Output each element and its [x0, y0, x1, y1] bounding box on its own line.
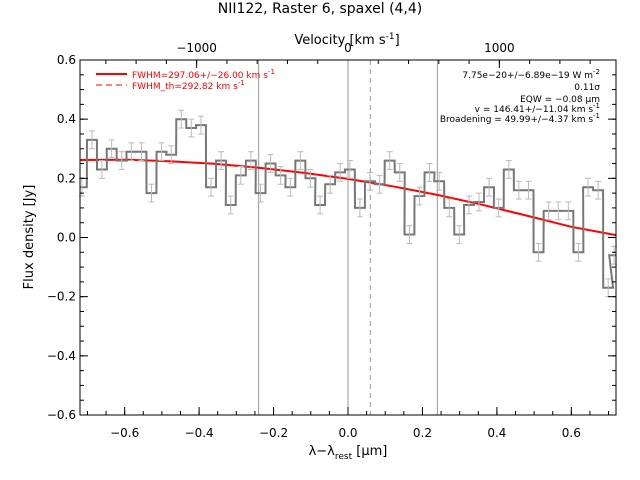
top-tick-label: −1000	[176, 41, 217, 55]
y-tick-label: −0.2	[47, 290, 76, 304]
x-tick-label: 0.0	[338, 426, 357, 440]
y-tick-label: −0.4	[47, 349, 76, 363]
top-tick-label: 1000	[484, 41, 515, 55]
annotation-flux: 7.75e−20+/−6.89e−19 W m-2	[462, 68, 600, 81]
top-tick-label: 0	[344, 41, 352, 55]
y-tick-label: 0.2	[57, 171, 76, 185]
annotation-sigma: 0.11σ	[574, 83, 600, 93]
x-tick-label: −0.4	[185, 426, 214, 440]
x-tick-label: 0.2	[413, 426, 432, 440]
annotation-eqw: EQW = −0.08 μm	[520, 95, 600, 105]
legend: FWHM=297.06+/−26.00 km s-1 FWHM_th=292.8…	[96, 68, 275, 92]
x-tick-label: −0.2	[259, 426, 288, 440]
y-tick-label: 0.0	[57, 231, 76, 245]
y-axis-label: Flux density [Jy]	[22, 185, 37, 290]
x-tick-label: −0.6	[110, 426, 139, 440]
chart-title: NII122, Raster 6, spaxel (4,4)	[218, 1, 423, 17]
x-axis-ticks: −0.6 −0.4 −0.2 0.0 0.2 0.4 0.6	[87, 407, 608, 440]
y-tick-label: 0.4	[57, 112, 76, 126]
spectrum-chart: NII122, Raster 6, spaxel (4,4) Velocity …	[0, 0, 640, 480]
vertical-reference-lines	[259, 60, 438, 415]
y-tick-label: 0.6	[57, 53, 76, 67]
annotations: 7.75e−20+/−6.89e−19 W m-2 0.11σ EQW = −0…	[440, 68, 600, 125]
y-tick-label: −0.6	[47, 408, 76, 422]
x-axis-label: λ−λrest [μm]	[309, 444, 388, 462]
x-tick-label: 0.6	[562, 426, 581, 440]
x-tick-label: 0.4	[487, 426, 506, 440]
legend-entry-fwhm: FWHM=297.06+/−26.00 km s-1	[132, 68, 275, 81]
